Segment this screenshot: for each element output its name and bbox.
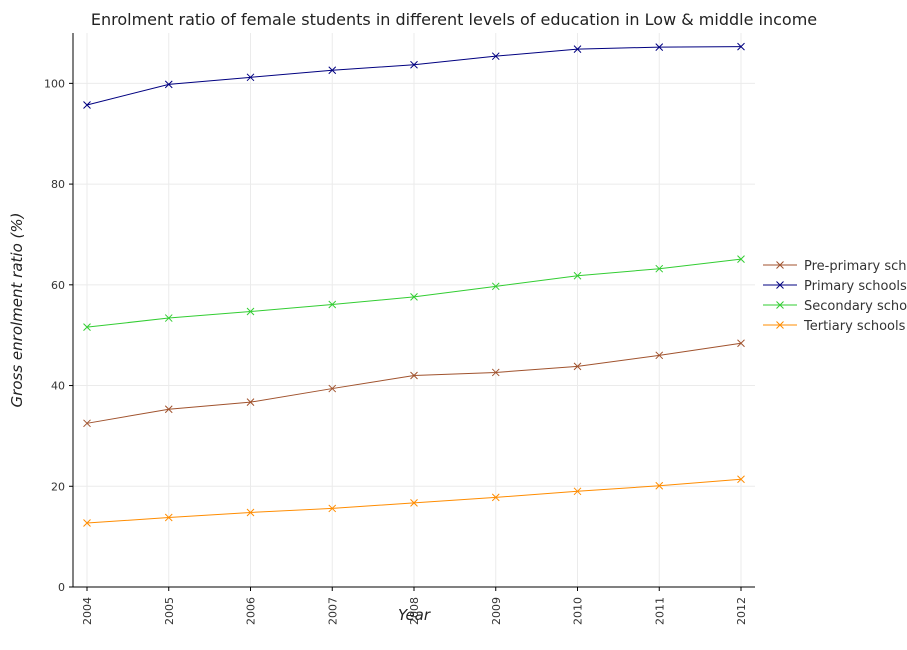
legend-label: Secondary schools [804,299,907,314]
x-tick-label: 2007 [326,597,339,625]
y-tick-label: 100 [44,77,65,90]
legend-label: Tertiary schools [803,319,906,334]
data-point [410,499,418,507]
data-point [328,66,337,75]
data-point [246,508,255,517]
x-tick-label: 2005 [163,597,176,625]
data-point [491,52,500,61]
data-point [246,73,255,82]
y-tick-label: 40 [51,380,65,393]
series-tertiary-schools [83,475,745,527]
legend: Pre-primary schools Primary schools Second… [763,259,907,334]
x-tick-label: 2004 [81,597,94,625]
grid [73,33,755,588]
legend-label: Primary schools [804,279,907,294]
data-point [83,419,91,428]
data-point [655,481,664,490]
data-point [491,282,500,291]
x-axis-ticks: 2004 2005 2006 2007 2008 2009 2010 2011 2012 [81,587,748,625]
legend-item: Secondary schools [763,299,907,314]
y-tick-label: 0 [58,581,65,594]
chart-title: Enrolment ratio of female students in di… [91,10,817,29]
legend-item: Tertiary schools [763,319,906,334]
data-point [655,351,664,360]
data-point [83,323,91,331]
legend-swatch-marker [776,321,784,329]
legend-item: Primary schools [763,279,907,294]
data-point [737,475,745,484]
y-axis-ticks: 0 20 40 60 80 100 [44,77,73,594]
data-point [737,255,745,263]
data-point [491,368,500,377]
data-point [410,60,418,69]
data-point [655,264,664,273]
series-secondary-schools [83,255,745,331]
series-group [83,42,745,527]
data-point [164,405,173,414]
data-point [328,384,337,393]
data-point [164,314,173,322]
y-tick-label: 20 [51,480,65,493]
data-point [83,519,91,527]
legend-swatch-marker [776,281,784,289]
series-pre-primary-schools [83,339,745,428]
data-point [573,487,582,496]
x-tick-label: 2008 [408,597,421,625]
legend-swatch-marker [776,301,784,309]
data-point [573,362,582,371]
data-point [573,45,582,53]
data-point [410,293,418,301]
data-point [83,101,91,109]
x-tick-label: 2006 [245,597,258,625]
data-point [328,300,337,309]
data-point [737,42,745,51]
y-tick-label: 80 [51,178,65,191]
x-tick-label: 2012 [735,597,748,625]
data-point [491,493,500,502]
legend-swatch-marker [776,261,784,269]
data-point [164,80,173,89]
x-axis-label: Year [398,606,431,624]
legend-item: Pre-primary schools [763,259,907,274]
data-point [737,339,745,348]
y-tick-label: 60 [51,279,65,292]
data-point [573,271,582,280]
series-primary-schools [83,42,745,109]
data-point [246,398,255,407]
legend-label: Pre-primary schools [804,259,907,274]
x-tick-label: 2011 [653,597,666,625]
data-point [246,307,255,316]
data-point [164,513,173,522]
data-point [655,43,664,51]
data-point [328,504,337,513]
data-point [410,371,418,380]
y-axis-label: Gross enrolment ratio (%) [8,213,26,408]
x-tick-label: 2010 [572,597,585,625]
x-tick-label: 2009 [490,597,503,625]
